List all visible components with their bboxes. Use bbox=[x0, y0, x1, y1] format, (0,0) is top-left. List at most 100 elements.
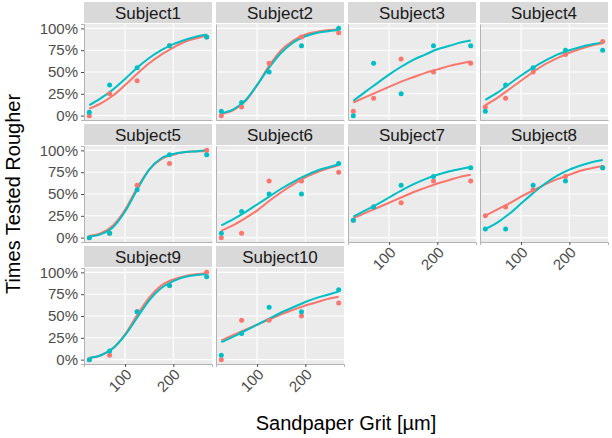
y-tick: 100% bbox=[40, 20, 84, 37]
grid-line bbox=[348, 150, 476, 151]
fit-line bbox=[89, 35, 206, 108]
data-point bbox=[483, 226, 488, 231]
fit-line bbox=[89, 151, 206, 236]
tick-mark bbox=[305, 364, 306, 367]
data-point bbox=[135, 78, 140, 83]
data-point bbox=[468, 178, 473, 183]
tick-mark bbox=[125, 364, 126, 367]
y-tick: 75% bbox=[48, 41, 84, 58]
tick-mark bbox=[81, 172, 84, 173]
x-tick-label: 200 bbox=[285, 365, 315, 395]
x-axis: 100200 bbox=[481, 242, 609, 273]
data-point bbox=[107, 231, 112, 236]
y-tick: 75% bbox=[48, 163, 84, 180]
strip-background bbox=[216, 246, 344, 267]
data-point bbox=[267, 61, 272, 66]
axis-line bbox=[480, 147, 481, 243]
y-tick: 100% bbox=[40, 142, 84, 159]
x-axis bbox=[217, 120, 345, 122]
x-axis bbox=[349, 120, 477, 122]
grid-line bbox=[84, 193, 212, 194]
facet-strip: Subject9 bbox=[84, 246, 212, 267]
fit-line bbox=[353, 41, 470, 101]
strip-background bbox=[84, 246, 212, 267]
panel-title: Subject9 bbox=[115, 248, 181, 267]
axis-line bbox=[348, 147, 349, 243]
grid-line bbox=[216, 71, 344, 72]
grid-line bbox=[348, 115, 476, 116]
data-point bbox=[299, 309, 304, 314]
data-point bbox=[399, 91, 404, 96]
grid-line bbox=[173, 24, 174, 120]
grid-line bbox=[125, 268, 126, 364]
y-tick-label: 100% bbox=[40, 142, 78, 159]
axis-line bbox=[81, 147, 85, 243]
panel-background bbox=[216, 268, 344, 364]
fit-line bbox=[221, 164, 338, 225]
axis-line bbox=[216, 269, 217, 365]
tick-mark bbox=[389, 242, 390, 245]
fit-line bbox=[221, 29, 338, 114]
y-tick: 25% bbox=[48, 207, 84, 224]
grid-line bbox=[173, 268, 174, 364]
grid-line bbox=[480, 28, 608, 29]
grid-line bbox=[216, 150, 344, 151]
grid-line bbox=[84, 50, 212, 51]
data-point bbox=[563, 48, 568, 53]
grid-line bbox=[480, 115, 608, 116]
data-point bbox=[135, 65, 140, 70]
y-tick-label: 75% bbox=[48, 41, 78, 58]
data-point bbox=[167, 43, 172, 48]
panel-background bbox=[480, 146, 608, 242]
data-point bbox=[135, 187, 140, 192]
axis-line bbox=[349, 120, 477, 121]
panel bbox=[216, 24, 345, 121]
data-point bbox=[299, 178, 304, 183]
x-axis bbox=[481, 120, 609, 122]
axis-line bbox=[349, 243, 477, 246]
data-point bbox=[468, 43, 473, 48]
x-tick-label: 200 bbox=[417, 243, 447, 273]
grid-line bbox=[480, 150, 608, 151]
data-point bbox=[107, 353, 112, 358]
plot-area bbox=[351, 41, 473, 119]
y-axis: 0%25%50%75%100% bbox=[40, 264, 85, 368]
grid-line bbox=[84, 237, 212, 238]
data-point bbox=[351, 218, 356, 223]
y-axis bbox=[216, 147, 218, 243]
axis-line bbox=[81, 25, 85, 121]
grid-line bbox=[84, 28, 212, 29]
panel-title: Subject8 bbox=[511, 126, 577, 145]
grid-line bbox=[84, 115, 212, 116]
y-tick-label: 0% bbox=[56, 351, 78, 368]
facet-strip: Subject8 bbox=[480, 124, 608, 145]
data-point bbox=[219, 357, 224, 362]
grid-line bbox=[257, 268, 258, 364]
grid-line bbox=[480, 71, 608, 72]
panel-background bbox=[84, 146, 212, 242]
fit-line bbox=[353, 167, 470, 217]
facet-strip: Subject6 bbox=[216, 124, 344, 145]
y-tick: 25% bbox=[48, 85, 84, 102]
x-tick-label: 100 bbox=[105, 365, 135, 395]
data-point bbox=[267, 318, 272, 323]
data-point bbox=[239, 331, 244, 336]
y-axis: 0%25%50%75%100% bbox=[40, 142, 85, 246]
y-tick-label: 50% bbox=[48, 63, 78, 80]
y-tick: 100% bbox=[40, 264, 84, 281]
data-point bbox=[371, 205, 376, 210]
tick-mark bbox=[81, 94, 84, 95]
grid-line bbox=[480, 193, 608, 194]
tick-mark bbox=[569, 242, 570, 245]
panel: 0%25%50%75%100%100200 bbox=[40, 264, 213, 395]
facet-strip: Subject4 bbox=[480, 2, 608, 23]
facet-strip: Subject10 bbox=[216, 246, 344, 267]
fit-line bbox=[353, 175, 470, 219]
grid-line bbox=[305, 268, 306, 364]
data-point bbox=[107, 348, 112, 353]
data-point bbox=[167, 43, 172, 48]
data-point bbox=[431, 174, 436, 179]
x-tick-label: 200 bbox=[549, 243, 579, 273]
fit-line bbox=[221, 30, 338, 113]
x-tick: 100 bbox=[105, 364, 135, 395]
